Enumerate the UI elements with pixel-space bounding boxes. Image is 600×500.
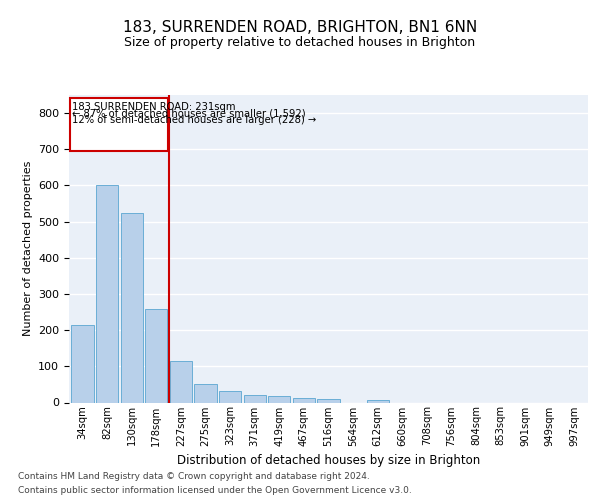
X-axis label: Distribution of detached houses by size in Brighton: Distribution of detached houses by size … (177, 454, 480, 467)
Bar (219, 391, 241, 402)
Text: 183, SURRENDEN ROAD, BRIGHTON, BN1 6NN: 183, SURRENDEN ROAD, BRIGHTON, BN1 6NN (123, 20, 477, 35)
Text: Contains HM Land Registry data © Crown copyright and database right 2024.: Contains HM Land Registry data © Crown c… (18, 472, 370, 481)
Y-axis label: Number of detached properties: Number of detached properties (23, 161, 32, 336)
Bar (145, 309, 167, 402)
Text: 183 SURRENDEN ROAD: 231sqm: 183 SURRENDEN ROAD: 231sqm (72, 102, 235, 112)
Bar (317, 399, 340, 402)
Bar (170, 361, 192, 403)
Text: ← 87% of detached houses are smaller (1,592): ← 87% of detached houses are smaller (1,… (72, 108, 305, 118)
Bar (96, 186, 118, 402)
Bar (70, 98, 168, 151)
Bar (121, 212, 143, 402)
Bar (293, 398, 315, 402)
Text: 12% of semi-detached houses are larger (228) →: 12% of semi-detached houses are larger (… (72, 114, 316, 124)
Text: Size of property relative to detached houses in Brighton: Size of property relative to detached ho… (124, 36, 476, 49)
Text: Contains public sector information licensed under the Open Government Licence v3: Contains public sector information licen… (18, 486, 412, 495)
Bar (244, 395, 266, 402)
Bar (194, 384, 217, 402)
Bar (367, 400, 389, 402)
Bar (268, 396, 290, 402)
Bar (71, 324, 94, 402)
